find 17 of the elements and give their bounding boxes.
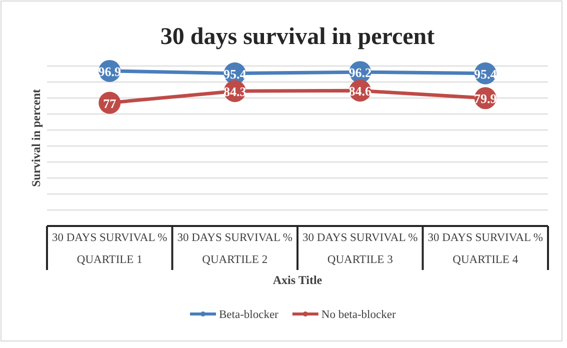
- x-tick-label: 30 DAYS SURVIVAL % QUARTILE 1: [52, 232, 168, 266]
- data-label: 96.2: [348, 65, 372, 80]
- x-tick-label: 30 DAYS SURVIVAL % QUARTILE 2: [177, 232, 293, 266]
- y-axis-title: Survival in percent: [29, 89, 43, 187]
- data-label: 77: [103, 96, 117, 111]
- data-label: 84.3: [224, 84, 247, 100]
- data-label: 84.6: [348, 84, 372, 99]
- data-label: 96.9: [98, 64, 122, 79]
- x-tick-label: 30 DAYS SURVIVAL % QUARTILE 4: [428, 232, 544, 266]
- legend-label: No beta-blocker: [321, 309, 396, 321]
- data-label: 95.4: [224, 66, 247, 82]
- chart-title: 30 days survival in percent: [160, 24, 435, 50]
- x-tick-label: 30 DAYS SURVIVAL % QUARTILE 3: [302, 232, 418, 266]
- data-label: 95.4: [474, 66, 498, 82]
- legend-label: Beta-blocker: [219, 309, 279, 321]
- data-label: 79.9: [474, 91, 498, 106]
- x-axis-title: Axis Title: [272, 273, 323, 287]
